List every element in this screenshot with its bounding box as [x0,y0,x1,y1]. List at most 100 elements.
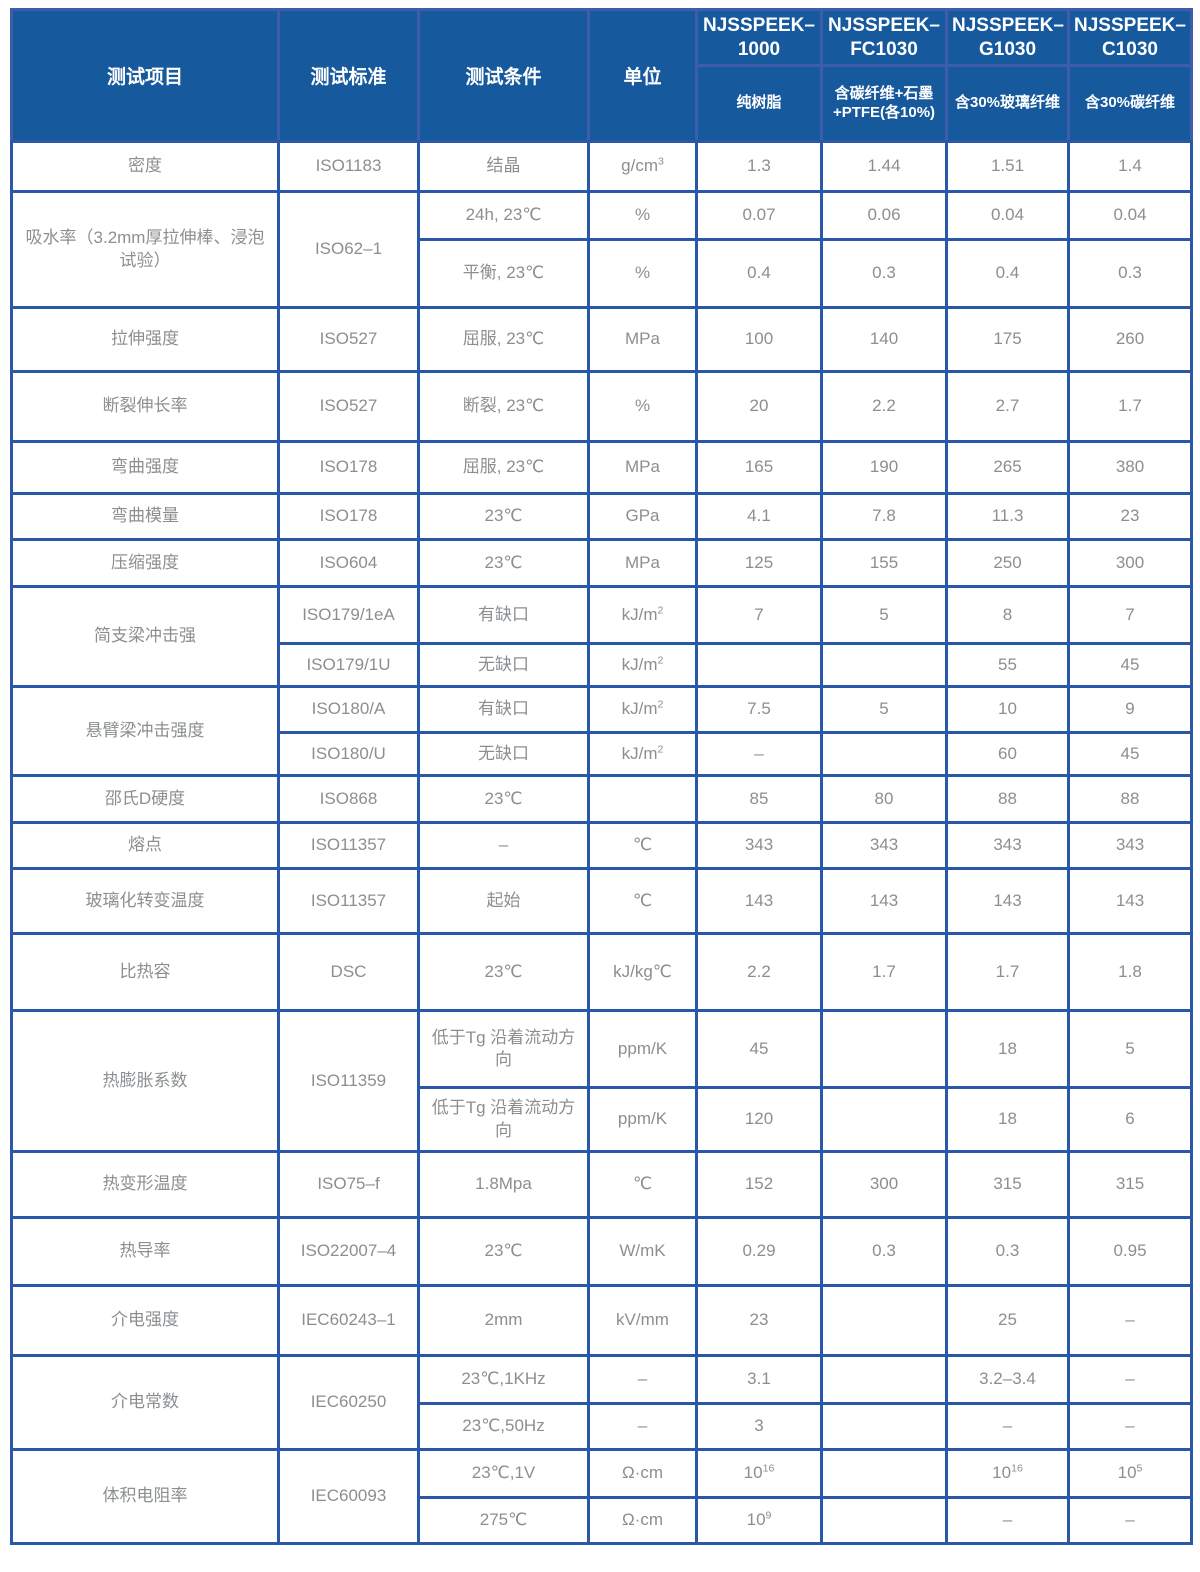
unit-cell: % [587,370,698,443]
value-njsspeek-g1030-cell: 55 [945,642,1070,688]
value-njsspeek-fc1030-cell [820,1402,948,1451]
value-njsspeek-g1030-cell: 1016 [945,1448,1070,1499]
item-cell: 热膨胀系数 [10,1009,280,1153]
item-cell: 介电常数 [10,1354,280,1451]
product-desc-njsspeek-g1030: 含30%玻璃纤维 [945,64,1070,143]
value-njsspeek-fc1030-cell [820,1448,948,1499]
item-cell: 熔点 [10,821,280,870]
value-njsspeek-c1030-cell: 23 [1067,492,1193,541]
value-njsspeek-c1030-cell: – [1067,1284,1193,1357]
value-njsspeek-g1030-cell: 11.3 [945,492,1070,541]
value-njsspeek-fc1030-cell: 1.44 [820,140,948,193]
value-njsspeek-g1030-cell: 143 [945,867,1070,935]
unit-cell: Ω·cm [587,1448,698,1499]
value-njsspeek-g1030-cell: 0.3 [945,1216,1070,1287]
value-njsspeek-1000-cell: 45 [695,1009,823,1089]
item-cell: 悬臂梁冲击强度 [10,685,280,777]
value-njsspeek-1000-cell: 4.1 [695,492,823,541]
standard-cell: ISO1183 [277,140,420,193]
value-njsspeek-fc1030-cell: 5 [820,685,948,734]
table-row: 275℃ Ω·cm 109 – – [12,1496,1193,1545]
value-njsspeek-1000-cell: 1.3 [695,140,823,193]
value-njsspeek-c1030-cell: 45 [1067,642,1193,688]
value-njsspeek-g1030-cell: 25 [945,1284,1070,1357]
product-desc-njsspeek-1000: 纯树脂 [695,64,823,143]
table-row: 热膨胀系数 ISO11359 低于Tg 沿着流动方向 ppm/K 45 18 5 [10,1009,1193,1153]
standard-cell: ISO22007–4 [277,1216,420,1287]
value-njsspeek-c1030-cell: 0.95 [1067,1216,1193,1287]
value-njsspeek-1000-cell: 125 [695,538,823,588]
value-njsspeek-c1030-cell: 0.3 [1067,238,1193,309]
condition-cell: 275℃ [417,1496,590,1545]
product-header-njsspeek-1000: NJSSPEEK–1000 [695,8,823,67]
value-njsspeek-c1030-cell: 9 [1067,685,1193,734]
item-cell: 体积电阻率 [10,1448,280,1545]
table-row: 低于Tg 沿着流动方向 ppm/K 120 18 6 [12,1086,1193,1153]
unit-cell: – [587,1354,698,1405]
value-njsspeek-1000-cell: 100 [695,306,823,373]
item-cell: 比热容 [10,932,280,1012]
value-njsspeek-c1030-cell: 300 [1067,538,1193,588]
table-header: 测试项目 测试标准 测试条件 单位 NJSSPEEK–1000 NJSSPEEK… [10,8,1193,143]
value-njsspeek-fc1030-cell [820,1284,948,1357]
value-njsspeek-g1030-cell: 2.7 [945,370,1070,443]
table-row: 密度 ISO1183 结晶 g/cm3 1.3 1.44 1.51 1.4 [10,140,1193,193]
condition-cell: 2mm [417,1284,590,1357]
value-njsspeek-fc1030-cell [820,1496,948,1545]
condition-cell: 断裂, 23℃ [417,370,590,443]
table-row: 玻璃化转变温度 ISO11357 起始 ℃ 143 143 143 143 [10,867,1193,935]
standard-cell: ISO527 [277,370,420,443]
item-cell: 弯曲强度 [10,440,280,495]
standard-cell: ISO180/A [277,685,420,734]
unit-cell: ppm/K [587,1086,698,1153]
standard-cell: ISO179/1eA [277,585,420,645]
item-cell: 介电强度 [10,1284,280,1357]
product-desc-njsspeek-c1030: 含30%碳纤维 [1067,64,1193,143]
unit-cell: – [587,1402,698,1451]
table-row: 弯曲强度 ISO178 屈服, 23℃ MPa 165 190 265 380 [10,440,1193,495]
standard-cell: ISO868 [277,774,420,824]
product-header-njsspeek-g1030: NJSSPEEK–G1030 [945,8,1070,67]
value-njsspeek-1000-cell: 3 [695,1402,823,1451]
item-cell: 弯曲模量 [10,492,280,541]
item-cell: 热导率 [10,1216,280,1287]
standard-cell: IEC60250 [277,1354,420,1451]
unit-cell: kJ/kg℃ [587,932,698,1012]
value-njsspeek-fc1030-cell: 300 [820,1150,948,1219]
table-row: 弯曲模量 ISO178 23℃ GPa 4.1 7.8 11.3 23 [10,492,1193,541]
value-njsspeek-1000-cell: 1016 [695,1448,823,1499]
value-njsspeek-1000-cell: 0.07 [695,190,823,241]
value-njsspeek-c1030-cell: 45 [1067,731,1193,777]
value-njsspeek-g1030-cell: 250 [945,538,1070,588]
table-row: ISO179/1U 无缺口 kJ/m2 55 45 [12,642,1193,688]
unit-cell: MPa [587,538,698,588]
value-njsspeek-g1030-cell: 343 [945,821,1070,870]
value-njsspeek-c1030-cell: 5 [1067,1009,1193,1089]
value-njsspeek-c1030-cell: 88 [1067,774,1193,824]
value-njsspeek-c1030-cell: 7 [1067,585,1193,645]
item-cell: 密度 [10,140,280,193]
value-njsspeek-1000-cell: 85 [695,774,823,824]
value-njsspeek-c1030-cell: 105 [1067,1448,1193,1499]
value-njsspeek-g1030-cell: 18 [945,1086,1070,1153]
condition-cell: 屈服, 23℃ [417,306,590,373]
table-row: 平衡, 23℃% 0.4 0.3 0.4 0.3 [12,238,1193,309]
value-njsspeek-g1030-cell: 0.04 [945,190,1070,241]
value-njsspeek-c1030-cell: 1.4 [1067,140,1193,193]
condition-cell: 无缺口 [417,642,590,688]
unit-cell: MPa [587,440,698,495]
unit-cell: ℃ [587,867,698,935]
standard-cell: ISO75–f [277,1150,420,1219]
condition-cell: 有缺口 [417,585,590,645]
product-header-njsspeek-fc1030: NJSSPEEK–FC1030 [820,8,948,67]
item-cell: 玻璃化转变温度 [10,867,280,935]
value-njsspeek-fc1030-cell [820,1086,948,1153]
value-njsspeek-1000-cell: 7 [695,585,823,645]
value-njsspeek-1000-cell: 7.5 [695,685,823,734]
condition-cell: 23℃,1KHz [417,1354,590,1405]
unit-cell: kJ/m2 [587,685,698,734]
standard-cell: ISO62–1 [277,190,420,309]
unit-cell: % [587,238,698,309]
standard-cell: ISO604 [277,538,420,588]
value-njsspeek-c1030-cell: 343 [1067,821,1193,870]
